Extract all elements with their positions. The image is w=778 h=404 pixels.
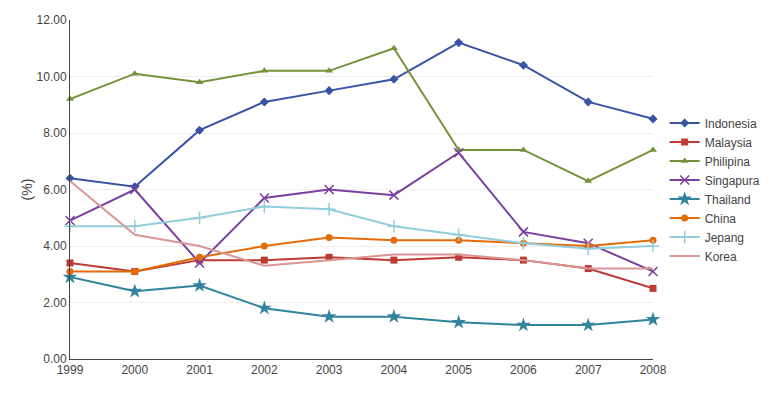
svg-text:Philipina: Philipina bbox=[705, 155, 751, 169]
svg-text:0.00: 0.00 bbox=[43, 352, 67, 366]
svg-text:8.00: 8.00 bbox=[43, 126, 67, 140]
svg-text:Jepang: Jepang bbox=[705, 231, 744, 245]
svg-text:2003: 2003 bbox=[316, 363, 343, 377]
svg-text:Korea: Korea bbox=[705, 250, 737, 264]
svg-text:12.00: 12.00 bbox=[37, 13, 67, 27]
svg-text:Singapura: Singapura bbox=[705, 174, 760, 188]
svg-text:2001: 2001 bbox=[186, 363, 213, 377]
svg-text:6.00: 6.00 bbox=[43, 183, 67, 197]
svg-text:2004: 2004 bbox=[381, 363, 408, 377]
svg-text:2002: 2002 bbox=[251, 363, 278, 377]
svg-text:1999: 1999 bbox=[57, 363, 84, 377]
svg-text:(%): (%) bbox=[19, 179, 35, 201]
svg-text:Malaysia: Malaysia bbox=[705, 136, 753, 150]
svg-text:2007: 2007 bbox=[575, 363, 602, 377]
svg-text:Indonesia: Indonesia bbox=[705, 117, 757, 131]
svg-text:4.00: 4.00 bbox=[43, 239, 67, 253]
svg-text:2005: 2005 bbox=[445, 363, 472, 377]
svg-text:2.00: 2.00 bbox=[43, 296, 67, 310]
svg-text:2000: 2000 bbox=[121, 363, 148, 377]
svg-text:2008: 2008 bbox=[640, 363, 667, 377]
svg-text:China: China bbox=[705, 212, 737, 226]
svg-text:2006: 2006 bbox=[510, 363, 537, 377]
svg-text:10.00: 10.00 bbox=[37, 70, 67, 84]
svg-text:Thailand: Thailand bbox=[705, 193, 751, 207]
